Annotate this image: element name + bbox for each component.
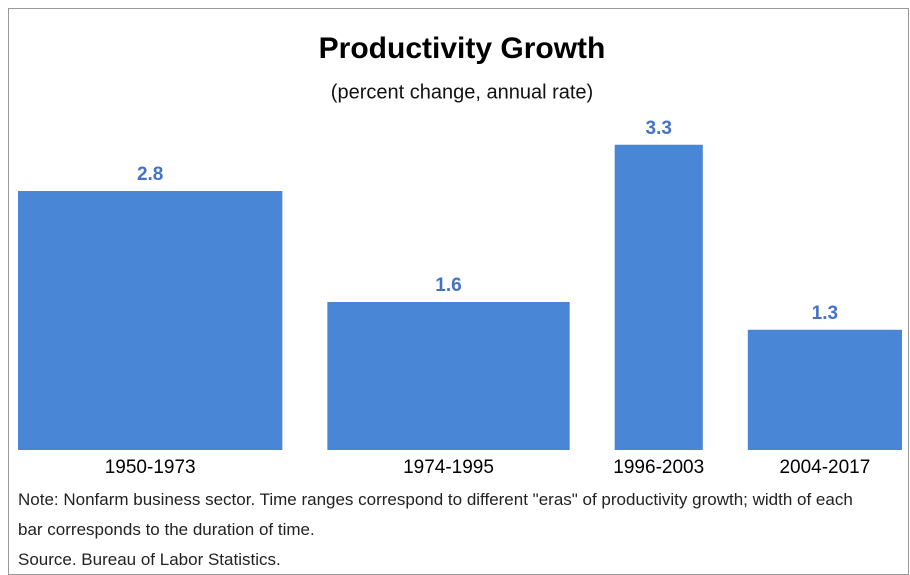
source: Source. Bureau of Labor Statistics.	[18, 550, 281, 569]
chart-subtitle: (percent change, annual rate)	[331, 81, 593, 103]
data-label: 2.8	[137, 164, 163, 185]
bar	[747, 329, 902, 450]
chart-title: Productivity Growth	[319, 32, 606, 65]
x-tick-label: 1974-1995	[403, 457, 494, 478]
bar	[327, 302, 570, 450]
bar	[18, 191, 283, 450]
bar	[614, 144, 703, 450]
data-label: 1.3	[812, 303, 838, 324]
data-label: 3.3	[646, 118, 672, 139]
x-tick-label: 1996-2003	[613, 457, 704, 478]
x-tick-label: 1950-1973	[105, 457, 196, 478]
x-tick-label: 2004-2017	[779, 457, 870, 478]
note: Note: Nonfarm business sector. Time rang…	[18, 490, 853, 539]
data-label: 1.6	[435, 275, 461, 296]
